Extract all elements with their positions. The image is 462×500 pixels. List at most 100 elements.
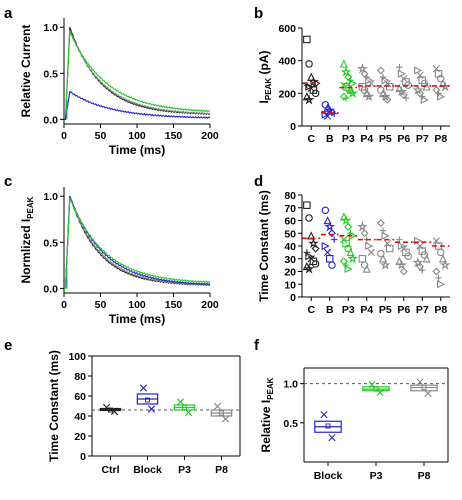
panel-label-b: b <box>254 5 263 22</box>
y-tick-label: 1.0 <box>283 379 298 391</box>
data-point <box>340 236 348 244</box>
data-point <box>385 244 394 253</box>
data-point <box>435 274 442 282</box>
outlier <box>102 403 111 411</box>
data-point <box>303 94 315 105</box>
trace-control <box>64 26 211 120</box>
data-point <box>402 248 410 257</box>
data-point <box>397 241 406 251</box>
data-point <box>396 86 407 97</box>
data-point <box>379 91 391 102</box>
data-point <box>328 261 336 269</box>
outlier <box>376 389 384 397</box>
data-point <box>381 76 390 85</box>
data-point <box>438 254 448 263</box>
x-tick-label: 0 <box>61 299 67 311</box>
y-axis-label: Time Constant (ms) <box>257 190 271 302</box>
trace-others <box>64 29 211 120</box>
chart-a-current-traces: 0.0 0.5 1.0 0 50 100 150 200 Time (ms) Relative C… <box>19 18 219 157</box>
data-point <box>321 206 330 215</box>
category-label: Ctrl <box>101 464 119 476</box>
category-label: P8 <box>434 133 447 145</box>
y-tick-label: 80 <box>74 371 86 383</box>
y-tick-label: 60 <box>74 391 86 403</box>
data-point <box>363 91 375 102</box>
y-tick-label: 80 <box>284 190 296 202</box>
x-tick-label: 100 <box>128 130 146 142</box>
data-point <box>360 261 369 269</box>
data-point <box>360 86 369 94</box>
y-axis-label: IPEAK (pA) <box>257 51 273 104</box>
category-label: P6 <box>397 133 410 145</box>
data-point <box>412 84 424 95</box>
data-point <box>303 201 311 209</box>
category-label: P3 <box>370 470 383 482</box>
data-point <box>418 247 426 255</box>
data-point <box>379 259 391 270</box>
outlier <box>139 384 148 392</box>
data-point <box>330 110 338 117</box>
category-label: P3 <box>342 304 355 316</box>
x-axis-label: Time (ms) <box>109 312 165 326</box>
y-tick-label: 0 <box>80 451 86 463</box>
data-point <box>365 241 374 251</box>
category-label: P8 <box>434 304 447 316</box>
data-point <box>396 259 407 270</box>
data-point <box>305 252 314 261</box>
data-point <box>303 35 311 44</box>
panel-label-a: a <box>4 5 13 22</box>
y-tick-label: 0 <box>290 121 296 133</box>
y-tick-label: 10 <box>284 279 296 291</box>
y-tick-label: 0.5 <box>43 237 58 249</box>
data-point <box>305 60 313 68</box>
data-point <box>340 66 352 77</box>
trace-block <box>64 90 211 120</box>
data-point <box>362 264 371 273</box>
box-mean <box>325 423 331 429</box>
category-label: P3 <box>178 464 191 476</box>
panel-label-d: d <box>254 173 263 190</box>
data-point <box>330 236 338 243</box>
x-axis-label: Time (ms) <box>109 143 165 157</box>
x-tick-label: 200 <box>201 299 219 311</box>
category-label: C <box>307 304 315 316</box>
data-point <box>339 59 348 68</box>
panel-label-c: c <box>4 173 12 190</box>
chart-c-normalized-traces: 0.0 0.5 1.0 0 50 100 150 200 Time (ms) Normlized … <box>19 187 219 326</box>
y-tick-label: 400 <box>278 56 296 68</box>
data-point <box>400 244 408 253</box>
outlier <box>328 434 336 442</box>
data-point <box>397 69 406 78</box>
data-point <box>342 95 350 102</box>
data-point <box>376 66 385 75</box>
data-point <box>323 112 332 120</box>
x-tick-label: 0 <box>61 130 67 142</box>
category-label: C <box>307 133 315 145</box>
data-point <box>420 251 429 259</box>
data-point <box>377 86 385 94</box>
data-point <box>321 101 330 109</box>
x-tick-label: 50 <box>95 130 107 142</box>
data-point <box>402 95 410 102</box>
data-point <box>360 229 369 238</box>
category-label: P6 <box>397 304 410 316</box>
data-point <box>385 83 394 91</box>
data-point <box>344 222 353 231</box>
data-point <box>377 249 385 258</box>
data-point <box>432 267 441 276</box>
box-mean <box>421 385 427 391</box>
category-label: P8 <box>418 470 431 482</box>
data-point <box>324 221 336 232</box>
chart-b-peak-current-scatter: 0 200 400 600 C B P3 P4 P5 P6 P7 P8 IPEAK (pA) <box>257 23 451 145</box>
x-tick-label: 150 <box>165 130 183 142</box>
y-tick-label: 20 <box>74 431 86 443</box>
data-point <box>378 254 388 263</box>
data-point <box>399 267 408 276</box>
data-point <box>325 255 334 263</box>
data-point <box>437 92 446 101</box>
outlier <box>221 415 230 423</box>
chart-f-relative-peak-box: 0.5 1.0 Block P3 P8 Relative IPEAK <box>259 367 449 482</box>
category-label: P7 <box>416 304 429 316</box>
data-point <box>383 95 392 104</box>
category-label: Block <box>314 470 343 482</box>
